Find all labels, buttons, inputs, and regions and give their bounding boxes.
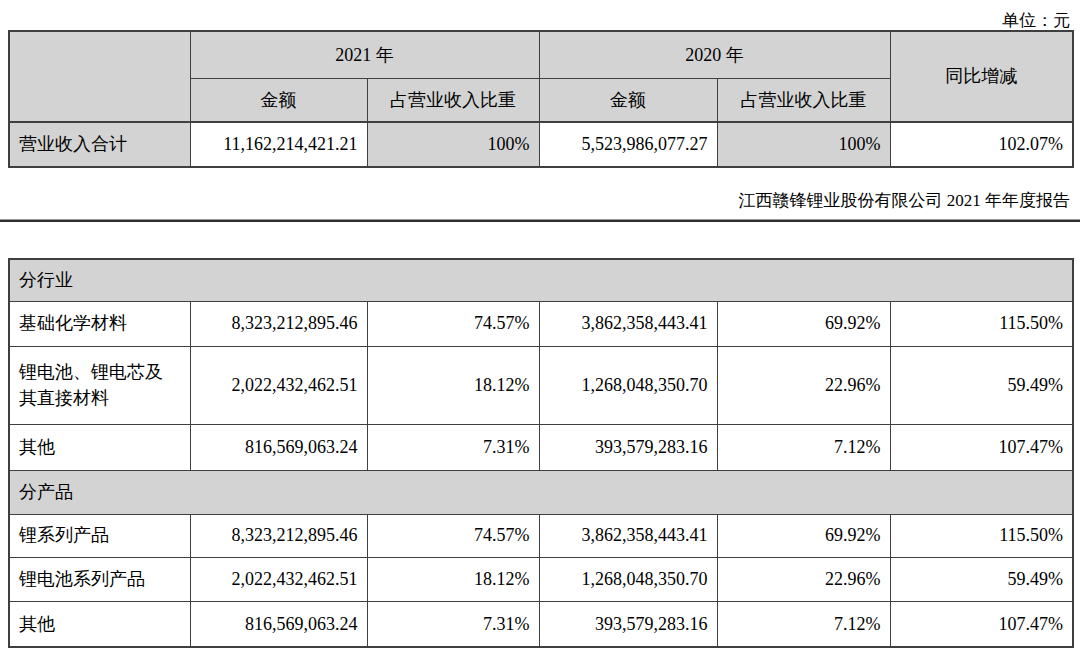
table-row: 营业收入合计 11,162,214,421.21 100% 5,523,986,…	[9, 122, 1073, 167]
summary-amount-2020: 5,523,986,077.27	[539, 122, 717, 167]
amount-2020: 3,862,358,443.41	[539, 514, 717, 557]
summary-corner-cell	[9, 31, 190, 122]
table-row: 锂电池系列产品 2,022,432,462.51 18.12% 1,268,04…	[9, 557, 1073, 601]
amount-2020: 3,862,358,443.41	[539, 301, 717, 346]
share-2020: 69.92%	[717, 301, 890, 346]
amount-2021: 8,323,212,895.46	[190, 301, 367, 346]
row-label: 锂系列产品	[9, 514, 190, 557]
summary-share-2020: 100%	[717, 122, 890, 167]
section-title-by-product: 分产品	[9, 470, 1073, 514]
amount-2021: 2,022,432,462.51	[190, 346, 367, 424]
amount-2020: 393,579,283.16	[539, 424, 717, 470]
amount-2020: 1,268,048,350.70	[539, 346, 717, 424]
summary-table: 2021 年 2020 年 同比增减 金额 占营业收入比重 金额 占营业收入比重…	[8, 30, 1074, 168]
amount-2020: 393,579,283.16	[539, 601, 717, 647]
amount-2020: 1,268,048,350.70	[539, 557, 717, 601]
summary-yoy: 102.07%	[890, 122, 1073, 167]
table-row: 锂系列产品 8,323,212,895.46 74.57% 3,862,358,…	[9, 514, 1073, 557]
report-header-title: 江西赣锋锂业股份有限公司 2021 年年度报告	[0, 189, 1080, 213]
table-row: 其他 816,569,063.24 7.31% 393,579,283.16 7…	[9, 424, 1073, 470]
summary-header-amount-2020: 金额	[539, 78, 717, 122]
share-2020: 69.92%	[717, 514, 890, 557]
summary-share-2021: 100%	[367, 122, 539, 167]
amount-2021: 816,569,063.24	[190, 601, 367, 647]
summary-header-share-2021: 占营业收入比重	[367, 78, 539, 122]
share-2021: 7.31%	[367, 424, 539, 470]
share-2021: 7.31%	[367, 601, 539, 647]
row-label: 锂电池系列产品	[9, 557, 190, 601]
summary-header-2021: 2021 年	[190, 31, 539, 78]
yoy: 107.47%	[890, 424, 1073, 470]
share-2021: 18.12%	[367, 346, 539, 424]
summary-header-2020: 2020 年	[539, 31, 890, 78]
table-row: 锂电池、锂电芯及其直接材料 2,022,432,462.51 18.12% 1,…	[9, 346, 1073, 424]
amount-2021: 2,022,432,462.51	[190, 557, 367, 601]
row-label: 锂电池、锂电芯及其直接材料	[9, 346, 190, 424]
yoy: 59.49%	[890, 557, 1073, 601]
share-2021: 18.12%	[367, 557, 539, 601]
table-row: 基础化学材料 8,323,212,895.46 74.57% 3,862,358…	[9, 301, 1073, 346]
share-2021: 74.57%	[367, 301, 539, 346]
table-row: 其他 816,569,063.24 7.31% 393,579,283.16 7…	[9, 601, 1073, 647]
summary-header-share-2020: 占营业收入比重	[717, 78, 890, 122]
row-label: 其他	[9, 424, 190, 470]
summary-header-amount-2021: 金额	[190, 78, 367, 122]
row-label: 其他	[9, 601, 190, 647]
share-2020: 22.96%	[717, 346, 890, 424]
summary-header-yoy: 同比增减	[890, 31, 1073, 122]
detail-table: 分行业 基础化学材料 8,323,212,895.46 74.57% 3,862…	[8, 258, 1074, 648]
share-2020: 7.12%	[717, 424, 890, 470]
yoy: 115.50%	[890, 514, 1073, 557]
yoy: 115.50%	[890, 301, 1073, 346]
share-2020: 7.12%	[717, 601, 890, 647]
amount-2021: 8,323,212,895.46	[190, 514, 367, 557]
yoy: 107.47%	[890, 601, 1073, 647]
amount-2021: 816,569,063.24	[190, 424, 367, 470]
report-page: 单位：元 2021 年 2020 年 同比增减 金额 占营业收入比重 金额 占营…	[0, 0, 1080, 662]
yoy: 59.49%	[890, 346, 1073, 424]
summary-row-label: 营业收入合计	[9, 122, 190, 167]
row-label: 基础化学材料	[9, 301, 190, 346]
summary-amount-2021: 11,162,214,421.21	[190, 122, 367, 167]
section-title-by-industry: 分行业	[9, 259, 1073, 301]
section-divider	[0, 219, 1080, 222]
section-header-row: 分行业	[9, 259, 1073, 301]
section-header-row: 分产品	[9, 470, 1073, 514]
unit-note: 单位：元	[0, 0, 1080, 30]
share-2020: 22.96%	[717, 557, 890, 601]
share-2021: 74.57%	[367, 514, 539, 557]
